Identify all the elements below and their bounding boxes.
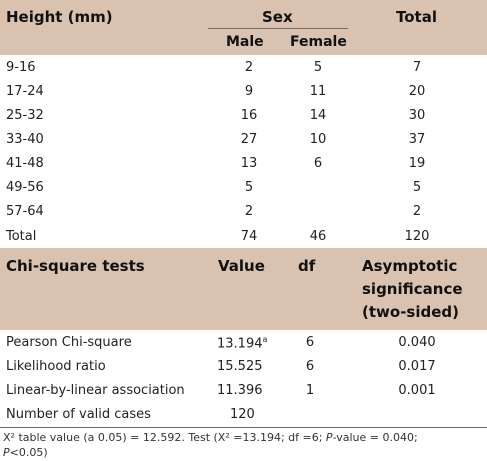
total-value: 19 [408,156,426,171]
footnote-line1: X² table value (a 0.05) = 12.592. Test (… [3,431,418,444]
sig-header-line1: Asymptotic [362,257,458,275]
female-value: 10 [309,132,327,147]
df-header: df [298,257,316,275]
total-value: 30 [408,108,426,123]
footnote-text: <0.05) [9,446,48,459]
footnote-p: P [3,446,10,459]
total-header: Total [396,8,437,26]
chi-square-tests-header: Chi-square tests [6,257,145,275]
footnote-marker: a [262,335,268,344]
total-value: 37 [408,132,426,147]
male-value: 74 [240,229,258,244]
total-value: 20 [408,84,426,99]
sex-underline [208,28,348,29]
test-sig: 0.017 [398,359,436,374]
male-value: 27 [240,132,258,147]
test-value-number: 13.194 [217,336,263,352]
test-label: Likelihood ratio [6,359,106,374]
test-label: Number of valid cases [6,407,151,422]
test-value: 120 [230,407,255,422]
row-label: 9-16 [6,60,36,75]
row-label: 17-24 [6,84,44,99]
footnote-text: -value = 0.040; [332,431,418,444]
male-header: Male [226,34,264,50]
row-label: 57-64 [6,204,44,219]
test-df: 6 [305,335,315,350]
height-header: Height (mm) [6,8,113,26]
row-label: 33-40 [6,132,44,147]
male-value: 2 [244,60,254,75]
value-header: Value [218,257,265,275]
row-label: Total [6,229,37,244]
sig-header-line2: significance [362,280,463,298]
total-value: 120 [404,229,430,244]
total-value: 7 [412,60,422,75]
sex-header: Sex [262,8,293,26]
table2-header-band [0,248,487,330]
table-bottom-rule [0,427,487,428]
male-value: 13 [240,156,258,171]
male-value: 16 [240,108,258,123]
sig-header-line3: (two-sided) [362,303,459,321]
female-value: 14 [309,108,327,123]
male-value: 2 [244,204,254,219]
footnote-text: X² table value (a 0.05) = 12.592. Test (… [3,431,326,444]
test-sig: 0.001 [398,383,436,398]
test-df: 6 [305,359,315,374]
total-value: 5 [412,180,422,195]
female-value: 46 [309,229,327,244]
male-value: 5 [244,180,254,195]
test-value: 15.525 [217,359,263,374]
female-value: 5 [313,60,323,75]
table1-header-band [0,0,487,55]
test-sig: 0.040 [398,335,436,350]
footnote-line2: P<0.05) [3,446,48,459]
row-label: 41-48 [6,156,44,171]
female-value: 6 [313,156,323,171]
test-label: Pearson Chi-square [6,335,132,350]
row-label: 49-56 [6,180,44,195]
test-value: 11.396 [217,383,263,398]
test-value: 13.194a [217,335,267,351]
test-df: 1 [305,383,315,398]
female-header: Female [290,34,347,50]
test-label: Linear-by-linear association [6,383,185,398]
male-value: 9 [244,84,254,99]
footnote-p: P [325,431,333,444]
female-value: 11 [309,84,327,99]
total-value: 2 [412,204,422,219]
row-label: 25-32 [6,108,44,123]
